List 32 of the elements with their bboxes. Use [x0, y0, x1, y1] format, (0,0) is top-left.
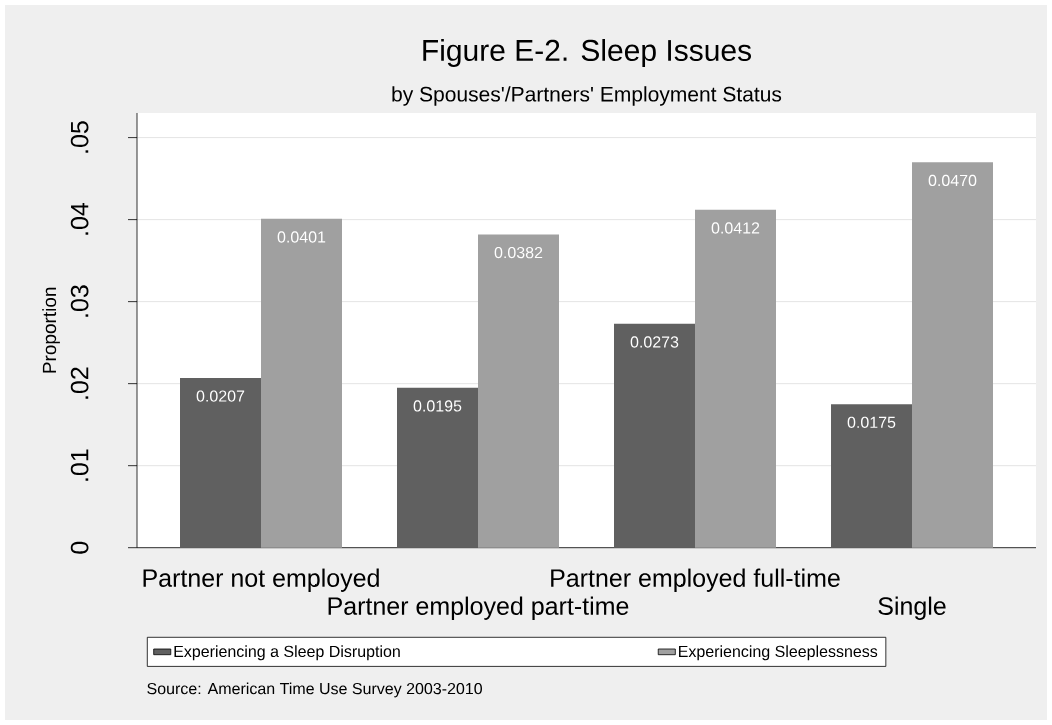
bar	[912, 162, 994, 548]
y-tick-label: 0	[70, 541, 89, 554]
data-label: 0.0470	[928, 174, 977, 187]
source-note: Source: American Time Use Survey 2003-2010	[147, 682, 482, 698]
legend-label: Experiencing a Sleep Disruption	[174, 645, 400, 661]
bar	[695, 209, 776, 548]
legend-label: Experiencing Sleeplessness	[679, 645, 878, 661]
data-label: 0.0175	[847, 416, 896, 429]
bar	[614, 323, 696, 548]
x-tick-label: Single	[878, 596, 946, 620]
bar	[180, 377, 261, 548]
x-tick-label: Partner not employed	[143, 568, 379, 592]
bar	[831, 404, 913, 548]
chart-title: Figure E-2. Sleep Issues	[423, 39, 752, 67]
y-tick-label: .05	[70, 121, 89, 153]
data-label: 0.0412	[711, 222, 760, 234]
data-label: 0.0382	[494, 246, 543, 259]
y-tick-label: .03	[70, 285, 89, 317]
bar	[478, 234, 560, 548]
x-tick-label: Partner employed full-time	[551, 568, 840, 592]
y-tick-label: .01	[70, 449, 89, 481]
data-label: 0.0273	[630, 336, 679, 348]
bar	[397, 387, 479, 548]
chart-subtitle: by Spouses'/Partners' Employment Status	[392, 86, 782, 106]
bar	[261, 218, 342, 548]
y-tick-label: .04	[70, 202, 89, 235]
y-tick-label: .02	[70, 367, 89, 399]
data-label: 0.0207	[196, 390, 245, 402]
data-label: 0.0401	[277, 231, 326, 243]
data-label: 0.0195	[413, 400, 462, 412]
x-tick-label: Partner employed part-time	[328, 596, 629, 620]
y-axis-title: Proportion	[42, 287, 60, 373]
